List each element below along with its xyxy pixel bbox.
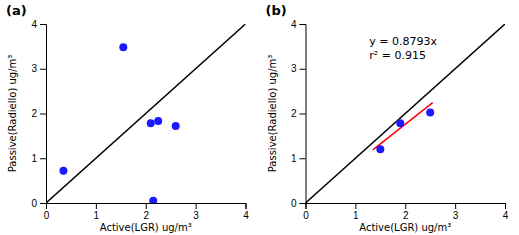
point <box>172 122 180 130</box>
x-axis: 0 1 2 3 4 <box>303 203 509 221</box>
x-axis-tick: 2 <box>143 203 149 221</box>
y-axis-tick-mark <box>300 203 306 204</box>
x-axis-tick: 1 <box>94 203 100 221</box>
y-axis-tick-mark <box>40 203 46 204</box>
y-axis-tick-label: 0 <box>291 198 297 209</box>
plot-area <box>306 24 506 203</box>
x-axis: 0 1 2 3 4 <box>44 203 250 221</box>
y-axis-tick: 0 <box>291 198 306 209</box>
annotation: y = 0.8793x <box>369 35 437 48</box>
x-axis-tick-mark <box>246 203 247 209</box>
y-axis-tick: 4 <box>291 19 306 30</box>
line <box>373 103 433 150</box>
y-axis-tick: 2 <box>31 108 46 119</box>
line <box>46 24 246 203</box>
y-axis-tick: 3 <box>291 63 306 74</box>
x-axis-tick: 4 <box>243 203 249 221</box>
point <box>147 119 155 127</box>
point <box>59 167 67 175</box>
x-axis-tick-mark <box>505 203 506 209</box>
panel-label: (a) <box>6 3 27 18</box>
x-axis-tick-label: 1 <box>94 210 100 221</box>
y-axis-tick-mark <box>300 114 306 115</box>
x-axis-tick: 4 <box>503 203 509 221</box>
y-axis-title: Passive(Radiello) ug/m³ <box>267 55 278 173</box>
x-axis-tick-label: 1 <box>353 210 359 221</box>
y-axis-tick-mark <box>40 24 46 25</box>
x-axis-tick-label: 2 <box>403 210 409 221</box>
x-axis-line <box>47 204 247 210</box>
y-axis-tick-mark <box>300 158 306 159</box>
point <box>396 119 404 127</box>
panel: 0 1 2 3 4 0 1 2 3 4 Active(LGR) ug/m³ Passive(Radie… <box>6 3 249 233</box>
y-axis-line <box>300 25 307 204</box>
x-axis-tick: 0 <box>44 203 50 221</box>
panel: 0 1 2 3 4 0 1 2 3 4 Active(LGR) ug/m³ Passive(Radie… <box>266 3 509 233</box>
x-axis-tick-mark <box>455 203 456 209</box>
x-axis-line <box>306 204 506 210</box>
y-axis-tick-label: 4 <box>291 19 297 30</box>
x-axis-tick: 3 <box>453 203 459 221</box>
x-axis-tick-label: 0 <box>44 210 50 221</box>
point <box>119 43 127 51</box>
y-axis-title: Passive(Radiello) ug/m³ <box>7 55 18 173</box>
y-axis-tick: 2 <box>291 108 306 119</box>
annotation: r² = 0.915 <box>369 49 426 62</box>
y-axis-tick: 4 <box>31 19 46 30</box>
x-axis-tick: 0 <box>303 203 309 221</box>
point <box>149 197 157 203</box>
y-axis-tick-label: 4 <box>31 19 37 30</box>
point <box>376 145 384 153</box>
y-axis-tick: 1 <box>31 153 46 164</box>
y-axis-tick: 3 <box>31 63 46 74</box>
x-axis-title: Active(LGR) ug/m³ <box>100 222 192 233</box>
y-axis-tick-mark <box>40 158 46 159</box>
x-axis-tick-mark <box>146 203 147 209</box>
plot-area <box>46 24 246 203</box>
line <box>306 24 506 203</box>
y-axis-tick-label: 2 <box>291 108 297 119</box>
point <box>154 117 162 125</box>
panel-label: (b) <box>266 3 287 18</box>
x-axis-tick-label: 3 <box>193 210 199 221</box>
x-axis-tick-label: 3 <box>453 210 459 221</box>
y-axis: 0 1 2 3 4 <box>31 19 46 209</box>
chart: 0 1 2 3 4 0 1 2 3 4 Active(LGR) ug/m³ Passive(Radie… <box>0 0 519 235</box>
y-axis-tick-mark <box>40 114 46 115</box>
y-axis-tick-mark <box>40 69 46 70</box>
x-axis-tick-label: 2 <box>143 210 149 221</box>
x-axis-tick-mark <box>96 203 97 209</box>
x-axis-tick-label: 0 <box>303 210 309 221</box>
y-axis-tick-label: 1 <box>31 153 37 164</box>
y-axis-tick: 1 <box>291 153 306 164</box>
y-axis: 0 1 2 3 4 <box>291 19 306 209</box>
y-axis-tick-label: 0 <box>31 198 37 209</box>
x-axis-tick-mark <box>196 203 197 209</box>
x-axis-tick-label: 4 <box>503 210 509 221</box>
x-axis-tick-mark <box>355 203 356 209</box>
x-axis-tick: 1 <box>353 203 359 221</box>
y-axis-tick-label: 1 <box>291 153 297 164</box>
x-axis-tick-mark <box>405 203 406 209</box>
y-axis-tick-label: 3 <box>31 63 37 74</box>
y-axis-tick-label: 2 <box>31 108 37 119</box>
y-axis-line <box>40 25 47 204</box>
y-axis-tick: 0 <box>31 198 46 209</box>
x-axis-tick: 2 <box>403 203 409 221</box>
y-axis-tick-mark <box>300 69 306 70</box>
y-axis-tick-label: 3 <box>291 63 297 74</box>
y-axis-tick-mark <box>300 24 306 25</box>
point <box>426 109 434 117</box>
x-axis-tick: 3 <box>193 203 199 221</box>
x-axis-title: Active(LGR) ug/m³ <box>359 222 451 233</box>
x-axis-tick-label: 4 <box>243 210 249 221</box>
